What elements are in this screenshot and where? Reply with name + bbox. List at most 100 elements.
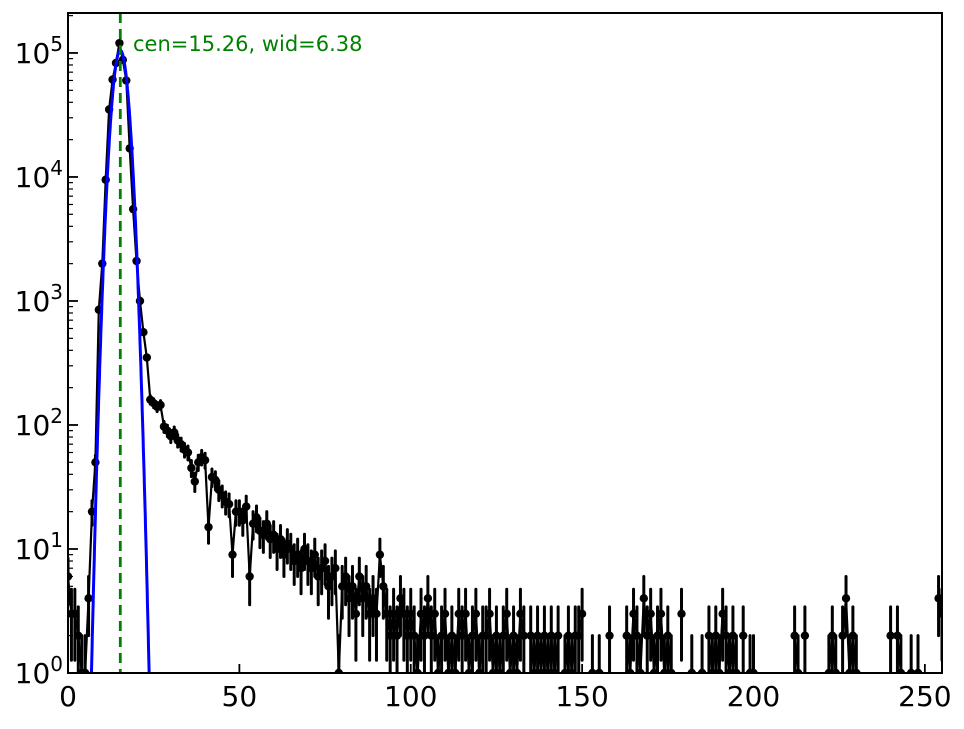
data-point-marker — [711, 631, 720, 640]
data-point-marker — [577, 609, 587, 619]
data-point-marker — [365, 609, 374, 619]
data-point-marker — [269, 530, 278, 540]
data-point-marker — [327, 572, 337, 581]
data-point-marker — [238, 516, 247, 525]
data-point-marker — [605, 631, 614, 640]
data-point-marker — [324, 582, 333, 591]
data-point-marker — [183, 448, 193, 457]
data-point-marker — [516, 609, 525, 619]
data-point-marker — [567, 668, 577, 673]
data-point-marker — [337, 582, 347, 591]
data-point-marker — [361, 582, 371, 591]
data-point-marker — [276, 534, 285, 544]
data-point-marker — [187, 463, 196, 473]
data-point-marker — [310, 550, 319, 559]
x-tick-label: 50 — [222, 680, 258, 713]
data-point-marker — [636, 668, 645, 673]
data-point-marker — [437, 631, 446, 640]
data-point-marker — [211, 475, 220, 485]
data-point-marker — [344, 594, 354, 603]
data-point-marker — [279, 550, 289, 559]
data-point-marker — [512, 668, 522, 673]
data-point-marker — [937, 609, 942, 619]
data-point-marker — [896, 668, 906, 673]
data-point-marker — [639, 594, 649, 603]
data-point-marker — [303, 556, 313, 566]
data-point-marker — [68, 572, 73, 581]
data-point-marker — [533, 631, 542, 640]
data-point-marker — [331, 564, 340, 573]
data-point-marker — [588, 668, 597, 673]
data-point-marker — [728, 631, 738, 640]
data-point-marker — [553, 631, 563, 640]
data-point-marker — [663, 631, 673, 640]
data-point-marker — [653, 631, 662, 640]
data-point-marker — [74, 631, 83, 640]
x-tick-label: 150 — [555, 680, 608, 713]
data-point-marker — [341, 572, 350, 581]
data-point-marker — [190, 477, 200, 486]
data-point-marker — [708, 668, 717, 673]
data-point-marker — [852, 668, 861, 673]
data-point-marker — [824, 668, 834, 673]
x-tick-label: 200 — [727, 680, 780, 713]
data-point-marker — [848, 631, 858, 640]
data-point-marker — [372, 609, 381, 619]
data-point-marker — [828, 631, 837, 640]
data-point-marker — [358, 594, 367, 603]
data-point-marker — [721, 631, 731, 640]
data-point-marker — [259, 530, 268, 540]
data-point-marker — [492, 631, 501, 640]
data-point-marker — [451, 668, 460, 673]
data-point-marker — [403, 631, 412, 640]
data-point-marker — [495, 668, 505, 673]
data-point-marker — [351, 609, 361, 619]
data-point-marker — [170, 428, 179, 437]
axes-labels-layer: 100 101 102 103 104 105 0 50 100 150 200 250 — [15, 32, 952, 713]
data-point-marker — [481, 631, 491, 640]
data-point-marker — [499, 631, 508, 640]
data-point-marker — [502, 609, 511, 619]
data-point-marker — [444, 668, 453, 673]
y-tick-label: 104 — [15, 156, 63, 194]
data-point-marker — [156, 400, 165, 410]
data-point-marker — [420, 631, 429, 640]
data-point-marker — [574, 631, 583, 640]
data-point-marker — [348, 582, 357, 591]
data-point-marker — [841, 594, 851, 603]
data-point-marker — [396, 594, 405, 603]
data-point-marker — [687, 668, 696, 673]
data-point-marker — [547, 631, 556, 640]
data-point-marker — [427, 631, 436, 640]
data-point-marker — [543, 668, 553, 673]
data-point-marker — [536, 668, 546, 673]
data-point-marker — [382, 609, 391, 619]
data-point-marker — [656, 609, 666, 619]
data-point-marker — [934, 594, 942, 603]
data-point-marker — [389, 609, 398, 619]
x-tick-label: 100 — [384, 680, 437, 713]
data-point-marker — [838, 631, 847, 640]
data-point-marker — [457, 631, 467, 640]
x-tick-label: 0 — [59, 680, 77, 713]
data-point-marker — [406, 609, 415, 619]
data-point-marker — [697, 668, 707, 673]
data-point-marker — [242, 502, 251, 511]
data-point-marker — [423, 594, 433, 603]
data-point-marker — [540, 631, 549, 640]
data-point-marker — [204, 522, 213, 532]
data-point-marker — [913, 668, 923, 673]
data-point-marker — [218, 491, 227, 500]
data-point-marker — [248, 519, 258, 528]
data-point-marker — [142, 353, 152, 362]
data-point-marker — [625, 668, 635, 673]
data-point-marker — [430, 609, 439, 619]
data-point-marker — [886, 631, 895, 640]
y-tick-label: 101 — [15, 528, 63, 566]
data-point-marker — [488, 668, 498, 673]
data-point-marker — [296, 564, 306, 573]
y-tick-label: 100 — [15, 652, 63, 690]
data-point-marker — [70, 609, 80, 619]
